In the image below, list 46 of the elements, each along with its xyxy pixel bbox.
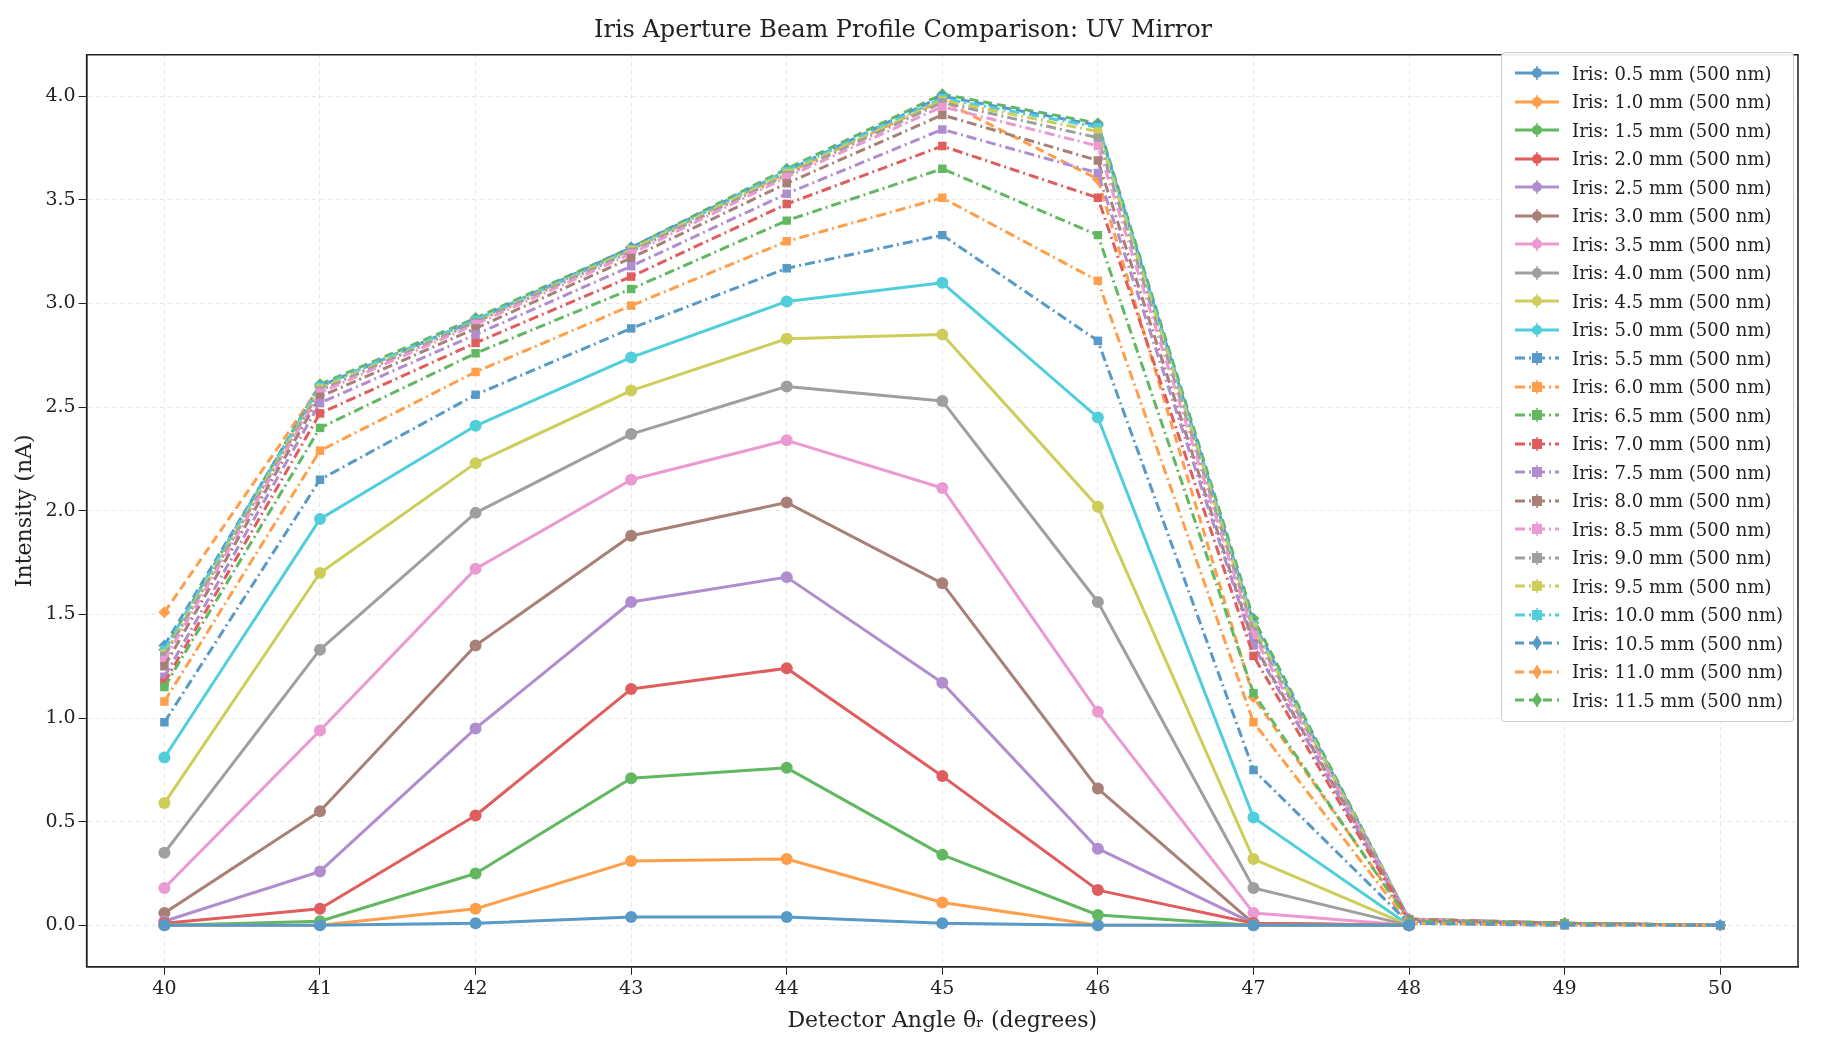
- legend-label: Iris: 10.0 mm (500 nm): [1572, 604, 1783, 626]
- legend-label: Iris: 6.5 mm (500 nm): [1572, 404, 1772, 426]
- legend-label: Iris: 2.0 mm (500 nm): [1572, 148, 1772, 170]
- x-tick-label: 43: [619, 976, 644, 999]
- legend-label: Iris: 1.5 mm (500 nm): [1572, 119, 1772, 141]
- x-tick-label: 42: [463, 976, 488, 999]
- x-tick-label: 40: [152, 976, 177, 999]
- legend-label: Iris: 5.5 mm (500 nm): [1572, 347, 1772, 369]
- legend-label: Iris: 6.0 mm (500 nm): [1572, 376, 1772, 398]
- y-tick-label: 0.0: [45, 912, 76, 935]
- y-tick-label: 1.0: [45, 705, 76, 728]
- legend-label: Iris: 8.5 mm (500 nm): [1572, 518, 1772, 540]
- legend-label: Iris: 7.0 mm (500 nm): [1572, 433, 1772, 455]
- legend-label: Iris: 9.0 mm (500 nm): [1572, 547, 1772, 569]
- legend-label: Iris: 5.0 mm (500 nm): [1572, 319, 1772, 341]
- x-tick-label: 50: [1708, 976, 1733, 999]
- x-tick-label: 49: [1552, 976, 1577, 999]
- legend-label: Iris: 1.0 mm (500 nm): [1572, 91, 1772, 113]
- y-tick-label: 4.0: [45, 83, 76, 106]
- y-tick-label: 3.5: [45, 186, 76, 209]
- x-tick-label: 48: [1396, 976, 1422, 999]
- y-tick-label: 3.0: [45, 290, 76, 313]
- x-tick-label: 46: [1085, 976, 1110, 999]
- legend-label: Iris: 0.5 mm (500 nm): [1572, 62, 1772, 84]
- y-tick-label: 2.5: [45, 394, 76, 417]
- legend-label: Iris: 10.5 mm (500 nm): [1572, 632, 1783, 654]
- x-tick-label: 41: [307, 976, 333, 999]
- x-axis-title: Detector Angle θᵣ (degrees): [787, 1006, 1098, 1032]
- legend-label: Iris: 8.0 mm (500 nm): [1572, 490, 1772, 512]
- legend-label: Iris: 3.5 mm (500 nm): [1572, 233, 1772, 255]
- legend-label: Iris: 7.5 mm (500 nm): [1572, 461, 1772, 483]
- chart-title: Iris Aperture Beam Profile Comparison: UV Mirror: [593, 14, 1213, 43]
- y-tick-label: 2.0: [45, 497, 76, 520]
- legend-label: Iris: 2.5 mm (500 nm): [1572, 176, 1772, 198]
- legend-label: Iris: 9.5 mm (500 nm): [1572, 575, 1772, 597]
- legend-label: Iris: 4.5 mm (500 nm): [1572, 290, 1772, 312]
- legend-label: Iris: 3.0 mm (500 nm): [1572, 205, 1772, 227]
- legend-label: Iris: 4.0 mm (500 nm): [1572, 262, 1772, 284]
- x-tick-label: 44: [774, 976, 799, 999]
- y-tick-label: 0.5: [45, 808, 76, 831]
- y-axis-title: Intensity (nA): [10, 434, 36, 588]
- x-tick-label: 45: [930, 976, 955, 999]
- legend-label: Iris: 11.5 mm (500 nm): [1572, 689, 1783, 711]
- x-tick-label: 47: [1241, 976, 1266, 999]
- legend-label: Iris: 11.0 mm (500 nm): [1572, 661, 1783, 683]
- y-tick-label: 1.5: [45, 601, 76, 624]
